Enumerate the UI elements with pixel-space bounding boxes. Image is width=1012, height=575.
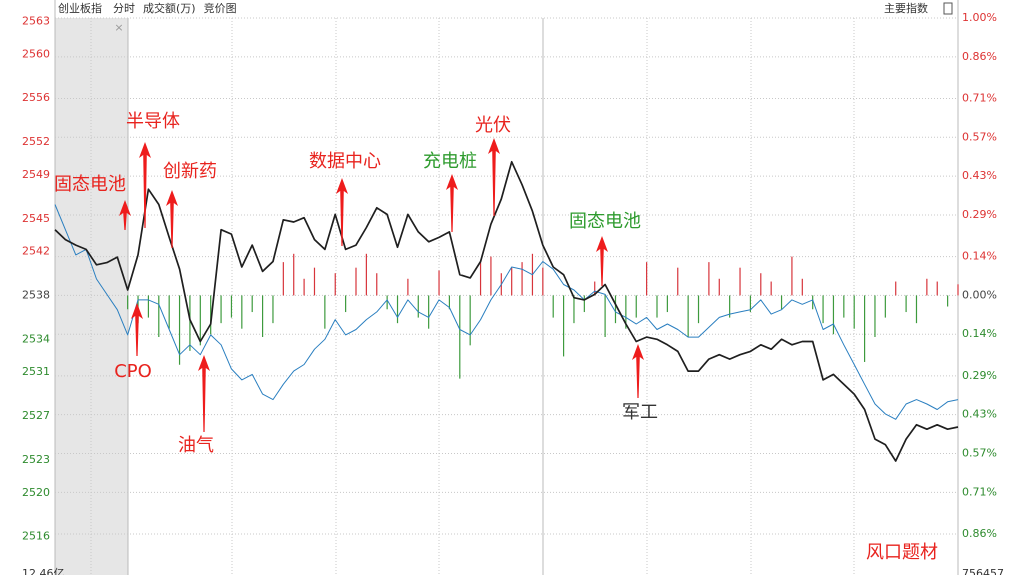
y-tick-label: 2552 xyxy=(22,135,50,148)
annotation: 充电桩 xyxy=(423,151,477,172)
y-tick-label: 2538 xyxy=(22,288,50,301)
y-tick-label: 2545 xyxy=(22,212,50,225)
y-tick-label: 2556 xyxy=(22,91,50,104)
annotation: 数据中心 xyxy=(309,151,381,172)
y2-tick-label: 0.86% xyxy=(962,527,997,540)
y2-tick-label: 0.71% xyxy=(962,91,997,104)
y2-tick-label: 0.29% xyxy=(962,208,997,221)
right-label[interactable]: 主要指数 xyxy=(884,1,928,15)
y2-tick-label: 0.57% xyxy=(962,447,997,460)
annotation: CPO xyxy=(114,361,152,382)
y2-tick-label: 0.14% xyxy=(962,327,997,340)
arrow xyxy=(488,138,500,216)
y-tick-label: 2542 xyxy=(22,245,50,258)
y2-tick-label: 0.43% xyxy=(962,169,997,182)
annotation: 固态电池 xyxy=(54,174,126,195)
close-icon[interactable]: × xyxy=(114,21,123,34)
annotation: 油气 xyxy=(178,435,214,456)
y-tick-label: 2549 xyxy=(22,168,50,181)
y-tick-label: 2563 xyxy=(22,14,50,27)
bottom-left-label: 12.46亿 xyxy=(22,567,65,575)
header-item[interactable]: 分时 xyxy=(113,2,135,15)
arrow xyxy=(198,355,210,432)
auction-area xyxy=(55,18,128,575)
arrow xyxy=(632,344,644,398)
annotation: 光伏 xyxy=(475,115,511,136)
annotation: 固态电池 xyxy=(569,211,641,232)
y-tick-label: 2520 xyxy=(22,486,50,499)
annotation: 军工 xyxy=(622,402,658,423)
annotation: 风口题材 xyxy=(866,542,938,563)
annotation: 半导体 xyxy=(126,111,180,132)
arrow xyxy=(119,200,131,230)
y2-tick-label: 0.43% xyxy=(962,408,997,421)
y-tick-label: 2560 xyxy=(22,47,50,60)
price-line xyxy=(54,160,959,462)
y2-tick-label: 0.86% xyxy=(962,50,997,63)
arrow xyxy=(596,236,608,286)
arrow xyxy=(336,178,348,246)
y-tick-label: 2534 xyxy=(22,332,50,345)
chart-title: 创业板指 xyxy=(58,1,102,15)
y2-tick-label: 0.29% xyxy=(962,369,997,382)
price-line xyxy=(54,204,959,420)
y-tick-label: 2527 xyxy=(22,409,50,422)
y-tick-label: 2523 xyxy=(22,453,50,466)
header-item: 成交额(万) xyxy=(143,1,196,15)
arrow xyxy=(139,142,151,228)
y2-tick-label: 0.57% xyxy=(962,130,997,143)
y2-tick-label: 0.00% xyxy=(962,288,997,301)
panel-icon[interactable] xyxy=(943,2,953,15)
arrow xyxy=(446,174,458,232)
y-tick-label: 2531 xyxy=(22,365,50,378)
header-item: 竞价图 xyxy=(204,1,237,15)
y2-tick-label: 0.71% xyxy=(962,485,997,498)
y2-tick-label: 1.00% xyxy=(962,11,997,24)
y2-tick-label: 0.14% xyxy=(962,250,997,263)
annotation: 创新药 xyxy=(163,161,217,182)
bottom-right-label: 756457 xyxy=(962,567,1004,575)
y-tick-label: 2516 xyxy=(22,530,50,543)
arrow xyxy=(131,303,143,356)
arrow xyxy=(166,190,178,248)
